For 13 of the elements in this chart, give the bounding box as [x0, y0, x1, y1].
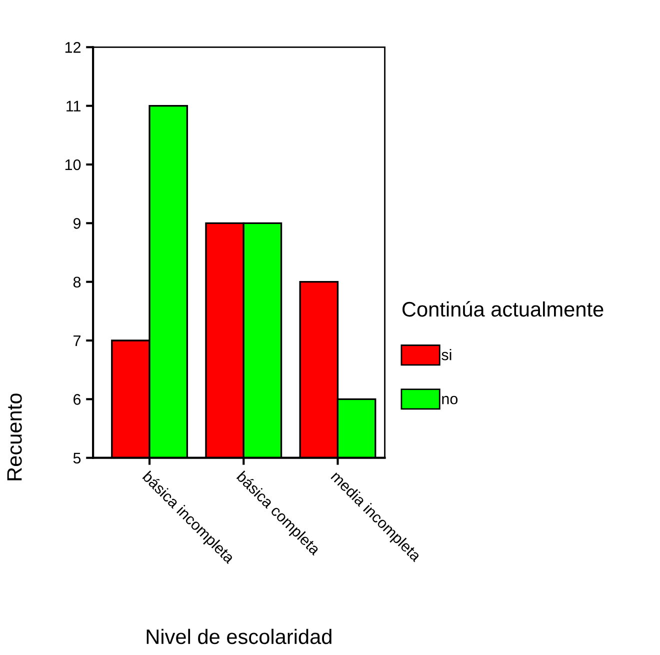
y-tick-label: 12: [65, 42, 80, 53]
y-tick-label: 9: [73, 218, 81, 229]
y-tick-label: 10: [65, 159, 81, 170]
y-tick-label: 5: [73, 452, 81, 464]
y-tick-label: 11: [66, 100, 81, 112]
legend-label: no: [442, 396, 458, 404]
legend-label: si: [442, 349, 452, 360]
y-tick-label: 7: [74, 336, 80, 346]
y-tick-label: 8: [73, 276, 81, 288]
y-axis-title: Recuento: [7, 394, 22, 480]
x-axis-title: Nivel de escolaridad: [146, 628, 332, 644]
y-tick-label: 6: [74, 394, 81, 405]
legend-title: Continúa actualmente: [402, 301, 604, 317]
